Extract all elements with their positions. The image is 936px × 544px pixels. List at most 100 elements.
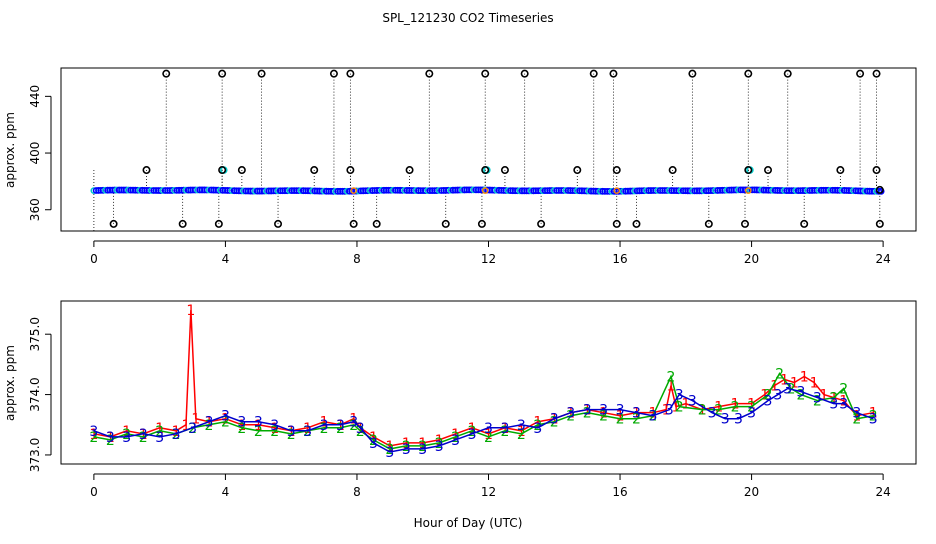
series-1-point: 1 [186,303,195,319]
top-y-tick-label: 440 [28,85,42,108]
outlier-point [346,166,355,175]
top-y-tick-label: 360 [28,198,42,221]
series-3-point: 3 [764,394,773,410]
series-3-point: 3 [320,418,329,434]
series-3-point: 3 [287,424,296,440]
series-3-point: 3 [172,427,181,443]
series-3-point: 3 [205,415,214,431]
series-1-point: 1 [671,400,680,416]
outlier-point [612,166,621,175]
series-1-point: 1 [418,436,427,452]
series-3-point: 3 [402,442,411,458]
series-1-point: 1 [303,421,312,437]
series-3-point: 3 [188,421,197,437]
series-2-point: 2 [852,412,861,428]
outlier-point [274,219,283,228]
series-2-point: 2 [599,409,608,425]
series-1-point: 1 [770,379,779,395]
series-2-point: 2 [106,433,115,449]
series-3-point: 3 [418,442,427,458]
series-1-point: 1 [182,418,191,434]
series-1-point: 1 [800,369,809,385]
series-2-point: 2 [468,424,477,440]
series-1-point: 1 [681,397,690,413]
series-1-point: 1 [336,418,345,434]
bottom-x-tick-label: 16 [612,485,627,499]
series-2-point: 2 [731,400,740,416]
outlier-point [257,69,266,78]
series-3-point: 3 [583,403,592,419]
series-1-point: 1 [648,406,657,422]
series-2-point: 2 [270,424,279,440]
series-2-point: 2 [122,427,131,443]
series-3-point: 3 [675,388,684,404]
series-2-point: 2 [550,415,559,431]
outlier-point [142,166,151,175]
series-2-point: 2 [237,421,246,437]
outlier-point [872,69,881,78]
series-3-point: 3 [852,406,861,422]
series-3-point: 3 [783,382,792,398]
series-3-point: 3 [665,403,674,419]
series-1-point: 1 [89,427,98,443]
series-1-point: 1 [139,427,148,443]
series-3-point: 3 [221,409,230,425]
series-3-point: 3 [336,418,345,434]
series-1-point: 1 [270,421,279,437]
series-1-point: 1 [369,430,378,446]
outlier-point [872,166,881,175]
series-3-point: 3 [747,406,756,422]
series-1-point: 1 [616,409,625,425]
outlier-point [500,166,509,175]
series-2-point: 2 [221,415,230,431]
series-1-point: 1 [747,397,756,413]
series-3-point: 3 [435,439,444,455]
top-y-axis: 360 400 440 [28,85,52,221]
series-1-point: 1 [237,418,246,434]
flag-point [481,187,489,194]
outlier-point [537,219,546,228]
series-1-point: 1 [550,412,559,428]
outlier-point [632,219,641,228]
series-1-point: 1 [106,430,115,446]
series-2-point: 2 [336,421,345,437]
series-2-point: 2 [349,418,358,434]
top-x-tick-label: 20 [744,252,759,266]
series-3-point: 3 [550,412,559,428]
outlier-point [668,166,677,175]
series-2-point: 2 [172,427,181,443]
bottom-y-tick-label: 373.0 [28,438,42,472]
bottom-x-tick-label: 0 [90,485,98,499]
outlier-point [573,166,582,175]
series-3-point: 3 [89,424,98,440]
series-3-point: 3 [122,430,131,446]
series-3-point: 3 [356,421,365,437]
outlier-point [405,166,414,175]
panel-bottom-frame [60,300,917,465]
series-1-point: 1 [714,400,723,416]
outlier-point [783,69,792,78]
series-3-point: 3 [369,436,378,452]
series-3-point: 3 [517,418,526,434]
bottom-y-tick-label: 374.0 [28,377,42,411]
top-x-tick-label: 12 [481,252,496,266]
bottom-x-tick-label: 4 [222,485,230,499]
top-x-tick-label: 24 [875,252,890,266]
bottom-y-axis: 373.0 374.0 375.0 [28,317,52,472]
series-3-point: 3 [254,415,263,431]
panel-top-frame [60,67,917,232]
outlier-point [346,69,355,78]
series-3-point: 3 [688,394,697,410]
series-1-point: 1 [566,406,575,422]
top-outlier-stems [93,73,881,231]
series-1-point: 1 [254,418,263,434]
series-3-point: 3 [566,406,575,422]
series-1-point: 1 [829,391,838,407]
series-2-point: 2 [566,409,575,425]
series-3-point: 3 [139,427,148,443]
series-2-point: 2 [435,436,444,452]
series-2-point: 2 [484,430,493,446]
